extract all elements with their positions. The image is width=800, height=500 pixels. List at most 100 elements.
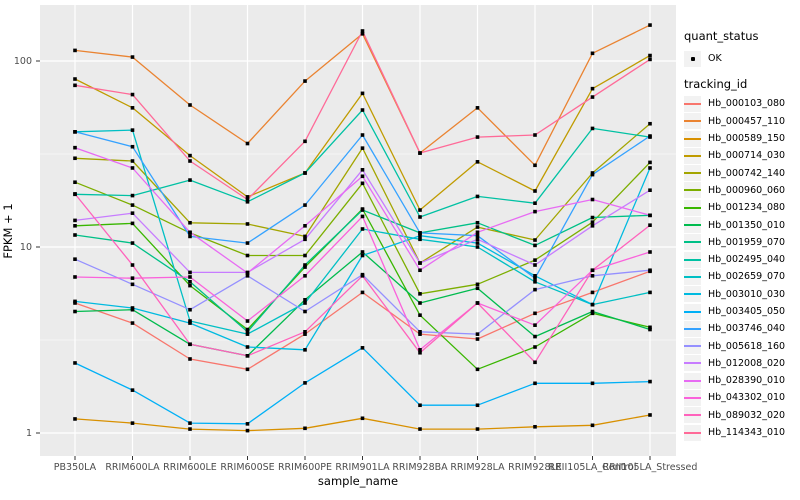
data-point-marker xyxy=(188,307,192,312)
legend-item-Hb_003010_030[interactable]: Hb_003010_030 xyxy=(684,286,798,303)
legend-item-label: Hb_002495_040 xyxy=(708,254,786,266)
legend-item-label: Hb_001959_070 xyxy=(708,236,786,248)
data-point-marker xyxy=(533,424,537,429)
data-point-marker xyxy=(418,215,422,219)
data-point-marker xyxy=(303,237,307,242)
data-point-marker xyxy=(188,283,192,288)
legend-item-Hb_002495_040[interactable]: Hb_002495_040 xyxy=(684,251,798,268)
data-point-marker xyxy=(188,357,192,361)
legend-item-Hb_043302_010[interactable]: Hb_043302_010 xyxy=(684,389,798,406)
legend-item-Hb_028390_010[interactable]: Hb_028390_010 xyxy=(684,372,798,389)
legend-item-Hb_000960_060[interactable]: Hb_000960_060 xyxy=(684,182,798,199)
legend-key-box xyxy=(684,95,701,112)
legend-item-ok[interactable]: OK xyxy=(684,50,798,67)
data-point-marker xyxy=(130,203,135,207)
legend-item-label: Hb_000103_080 xyxy=(708,98,786,110)
data-point-marker xyxy=(245,332,250,336)
data-point-marker xyxy=(73,48,77,53)
legend-item-Hb_005618_160[interactable]: Hb_005618_160 xyxy=(684,337,798,355)
data-point-marker xyxy=(188,230,192,235)
legend-item-Hb_000742_140[interactable]: Hb_000742_140 xyxy=(684,164,798,182)
data-point-marker xyxy=(130,282,135,287)
legend-item-label: Hb_003010_030 xyxy=(708,288,786,300)
data-point-marker xyxy=(418,350,422,355)
data-point-marker xyxy=(303,298,307,302)
legend-item-Hb_114343_010[interactable]: Hb_114343_010 xyxy=(684,424,798,441)
data-point-marker xyxy=(533,279,537,284)
data-point-marker xyxy=(648,121,652,126)
legend-key-line-icon xyxy=(684,189,701,192)
legend-item-label: Hb_012008_020 xyxy=(708,357,786,369)
legend-item-Hb_012008_020[interactable]: Hb_012008_020 xyxy=(684,355,798,372)
legend-item-Hb_000714_030[interactable]: Hb_000714_030 xyxy=(684,147,798,164)
legend-item-Hb_001350_010[interactable]: Hb_001350_010 xyxy=(684,216,798,234)
legend-item-Hb_003405_050[interactable]: Hb_003405_050 xyxy=(684,303,798,320)
data-point-marker xyxy=(245,271,250,275)
legend-item-Hb_002659_070[interactable]: Hb_002659_070 xyxy=(684,268,798,285)
legend-key-line-icon xyxy=(684,154,701,157)
data-point-marker xyxy=(533,311,537,316)
data-point-marker xyxy=(188,234,192,239)
data-point-marker xyxy=(130,193,135,198)
legend-item-Hb_089032_020[interactable]: Hb_089032_020 xyxy=(684,407,798,424)
data-point-marker xyxy=(188,178,192,182)
data-point-marker xyxy=(245,241,250,245)
data-point-marker xyxy=(475,332,480,336)
data-point-marker xyxy=(303,309,307,314)
data-point-marker xyxy=(648,250,652,254)
legend-key-line-icon xyxy=(684,362,701,365)
data-point-marker xyxy=(360,227,365,231)
data-point-marker xyxy=(648,166,652,170)
data-point-marker xyxy=(533,360,537,365)
data-point-marker xyxy=(303,301,307,305)
data-point-marker xyxy=(648,327,652,332)
data-point-marker xyxy=(418,403,422,408)
legend-item-Hb_001959_070[interactable]: Hb_001959_070 xyxy=(684,234,798,251)
data-point-marker xyxy=(130,92,135,97)
data-point-marker xyxy=(188,153,192,158)
data-point-marker xyxy=(130,128,135,132)
data-point-marker xyxy=(303,203,307,207)
data-point-marker xyxy=(303,139,307,144)
legend: quant_status OK tracking_id Hb_000103_08… xyxy=(684,30,798,441)
legend-item-label: Hb_000742_140 xyxy=(708,167,786,179)
data-point-marker xyxy=(475,230,480,235)
legend-key-line-icon xyxy=(684,327,701,330)
legend-item-Hb_000589_150[interactable]: Hb_000589_150 xyxy=(684,130,798,147)
data-point-marker xyxy=(648,188,652,193)
data-point-marker xyxy=(303,265,307,269)
data-point-marker xyxy=(475,225,480,229)
legend-item-Hb_003746_040[interactable]: Hb_003746_040 xyxy=(684,320,798,337)
legend-item-Hb_001234_080[interactable]: Hb_001234_080 xyxy=(684,199,798,216)
legend-item-Hb_000457_110[interactable]: Hb_000457_110 xyxy=(684,113,798,130)
data-point-marker xyxy=(590,215,595,220)
legend-key-box xyxy=(684,338,701,355)
data-point-marker xyxy=(303,274,307,278)
data-point-marker xyxy=(73,417,77,421)
data-point-marker xyxy=(590,274,595,278)
legend-item-label: OK xyxy=(708,53,722,65)
data-point-marker xyxy=(360,133,365,137)
legend-item-label: Hb_028390_010 xyxy=(708,375,786,387)
data-point-marker xyxy=(533,258,537,262)
legend-key-box xyxy=(684,165,701,182)
data-point-marker xyxy=(303,79,307,83)
legend-key-box xyxy=(684,113,701,130)
legend-key-box xyxy=(684,286,701,303)
data-point-marker xyxy=(418,332,422,336)
legend-key-line-icon xyxy=(684,224,701,227)
legend-key-box xyxy=(684,234,701,251)
legend-key-line-icon xyxy=(684,137,701,140)
legend-item-Hb_000103_080[interactable]: Hb_000103_080 xyxy=(684,95,798,112)
x-tick-label: RRII105LA_Control xyxy=(548,462,636,473)
data-point-marker xyxy=(130,166,135,170)
data-point-marker xyxy=(303,224,307,228)
data-point-marker xyxy=(245,274,250,278)
data-point-marker xyxy=(533,276,537,280)
legend-item-label: Hb_005618_160 xyxy=(708,340,786,352)
legend-key-line-icon xyxy=(684,172,701,175)
x-tick-label: RRIM928LE xyxy=(508,462,562,473)
data-point-marker xyxy=(533,163,537,168)
data-point-marker xyxy=(130,106,135,110)
